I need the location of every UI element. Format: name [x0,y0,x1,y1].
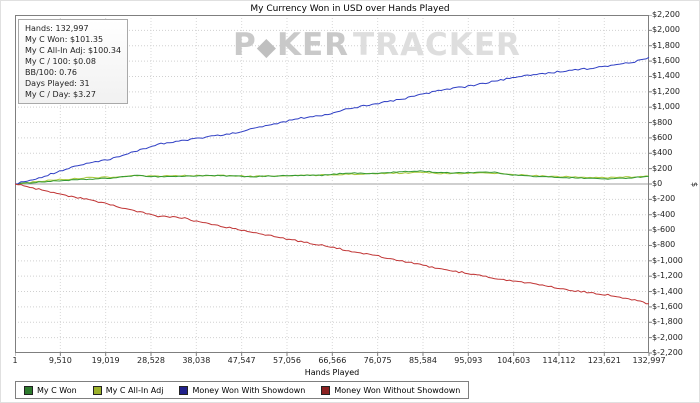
stat-line: Days Played: 31 [25,79,90,88]
y-tick-label: $400 [652,148,673,158]
legend-label: Money Won Without Showdown [334,385,461,395]
y-tick-label: $1,000 [652,102,680,112]
stat-line: Hands: 132,997 [25,24,89,33]
y-tick-label: $-400 [652,209,676,219]
x-tick-label: 28,528 [136,356,165,365]
watermark-ker-text: KER [276,27,350,63]
y-tick-label: $-1,800 [652,317,683,327]
legend: My C Won My C All-In Adj Money Won With Sh… [15,381,470,399]
y-tick-label: $0 [652,179,663,188]
legend-swatch [321,385,331,395]
x-tick-label: 104,603 [497,356,531,365]
legend-label: Money Won With Showdown [192,385,306,395]
x-tick-label: 66,566 [318,356,347,365]
chart-title: My Currency Won in USD over Hands Played [250,4,450,14]
y-tick-label: $1,800 [652,40,680,50]
pokertracker-watermark: P◆KER TRACKER [233,27,521,63]
legend-item: Money Won With Showdown [179,385,306,395]
x-tick-label: 85,584 [408,356,437,365]
y-tick-label: $-800 [652,240,676,250]
legend-item: My C Won [24,385,77,395]
y-tick-label: $-2,000 [652,332,683,342]
stat-line: BB/100: 0.76 [25,68,77,77]
legend-label: My C All-In Adj [105,385,164,395]
legend-item: My C All-In Adj [92,385,164,395]
legend-swatch [92,385,102,395]
stat-line: My C Won: $101.35 [25,35,104,44]
y-tick-label: $800 [652,117,673,127]
x-tick-label: 1 [12,356,18,365]
y-tick-label: $1,200 [652,86,680,96]
legend-swatch [179,385,189,395]
legend-label: My C Won [37,385,77,395]
diamond-icon: ◆ [256,32,277,61]
watermark-tracker-text: TRACKER [353,27,521,63]
y-tick-label: $-600 [652,225,676,235]
stat-line: My C / Day: $3.27 [25,90,96,99]
legend-item: Money Won Without Showdown [321,385,461,395]
x-tick-label: 76,075 [363,356,392,365]
y-tick-label: $1,600 [652,56,680,66]
y-tick-label: $-1,600 [652,301,683,311]
x-tick-label: 95,093 [454,356,483,365]
x-tick-label: 123,621 [587,356,621,365]
x-tick-label: 19,019 [91,356,120,365]
y-tick-label: $200 [652,163,673,173]
y-tick-label: $600 [652,132,673,142]
x-tick-label: 38,038 [182,356,211,365]
y-tick-label: $-1,400 [652,286,683,296]
y-tick-label: $-1,000 [652,255,683,265]
y-tick-label: $2,000 [652,25,680,35]
y-tick-label: $2,200 [652,10,680,19]
x-tick-label: 47,547 [227,356,256,365]
x-tick-label: 9,510 [48,356,72,365]
y-tick-label: $-2,200 [652,348,683,357]
x-tick-label: 114,112 [542,356,576,365]
x-tick-label: 57,056 [272,356,301,365]
stat-line: My C / 100: $0.08 [25,57,96,66]
legend-swatch [24,385,33,395]
watermark-poker-text: P [233,27,257,63]
y-tick-label: $-1,200 [652,271,683,281]
y-tick-label: $-200 [652,194,676,204]
x-tick-label: 132,997 [632,356,666,365]
y-tick-label: $1,400 [652,71,680,81]
x-axis-title: Hands Played [304,368,360,377]
stat-line: My C All-In Adj: $100.34 [25,46,122,55]
y-axis-title: $ [689,181,699,188]
stats-box: Hands: 132,997 My C Won: $101.35 My C All-… [18,19,129,104]
